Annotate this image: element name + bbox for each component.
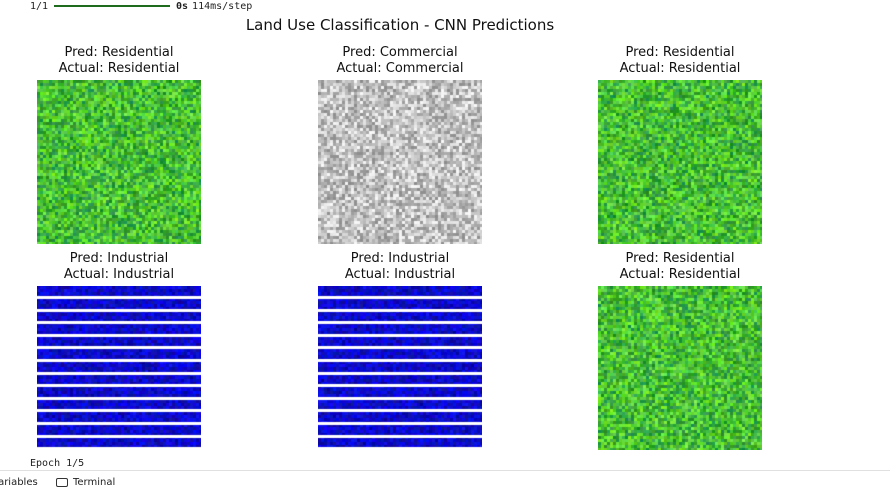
epoch-log: Epoch 1/5 xyxy=(30,458,85,469)
pred-label: Pred: Industrial xyxy=(69,251,169,266)
progress-bar-fill xyxy=(54,5,170,7)
actual-label: Actual: Residential xyxy=(619,267,741,282)
prediction-panel-1: Pred: Residential Actual: Residential xyxy=(19,45,219,244)
actual-label: Actual: Residential xyxy=(619,61,741,76)
prediction-panel-6: Pred: Residential Actual: Residential xyxy=(580,251,780,450)
actual-label: Actual: Commercial xyxy=(336,61,464,76)
figure-title: Land Use Classification - CNN Prediction… xyxy=(245,16,555,34)
satellite-image xyxy=(37,286,201,450)
progress-line: 1/1 0s 114ms/step xyxy=(30,0,252,13)
variables-tab[interactable]: Variables xyxy=(0,477,38,488)
terminal-tab-label: Terminal xyxy=(73,477,116,488)
variables-tab-label: Variables xyxy=(0,477,38,488)
actual-label: Actual: Residential xyxy=(58,61,180,76)
prediction-panel-5: Pred: Industrial Actual: Industrial xyxy=(300,251,500,450)
prediction-panel-3: Pred: Residential Actual: Residential xyxy=(580,45,780,244)
pred-label: Pred: Residential xyxy=(64,45,174,60)
pred-label: Pred: Industrial xyxy=(350,251,450,266)
progress-elapsed: 0s xyxy=(176,0,189,12)
progress-step: 1/1 xyxy=(30,0,49,12)
satellite-image xyxy=(37,80,201,244)
satellite-image xyxy=(318,286,482,450)
terminal-icon xyxy=(56,478,68,487)
terminal-tab[interactable]: Terminal xyxy=(56,477,115,488)
pred-label: Pred: Residential xyxy=(625,251,735,266)
prediction-panel-4: Pred: Industrial Actual: Industrial xyxy=(19,251,219,450)
progress-per-step: 114ms/step xyxy=(192,0,253,12)
satellite-image xyxy=(598,80,762,244)
pred-label: Pred: Commercial xyxy=(342,45,458,60)
actual-label: Actual: Industrial xyxy=(344,267,456,282)
bottom-panel-bar: Variables Terminal xyxy=(0,470,890,488)
satellite-image xyxy=(598,286,762,450)
satellite-image xyxy=(318,80,482,244)
pred-label: Pred: Residential xyxy=(625,45,735,60)
actual-label: Actual: Industrial xyxy=(63,267,175,282)
progress-bar xyxy=(54,5,170,7)
prediction-panel-2: Pred: Commercial Actual: Commercial xyxy=(300,45,500,244)
